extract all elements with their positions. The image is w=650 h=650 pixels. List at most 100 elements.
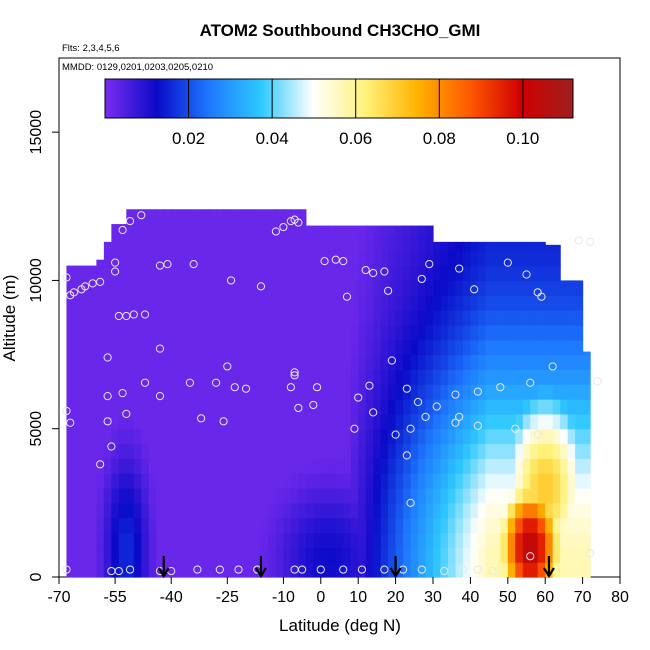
heatmap-cell <box>208 517 217 534</box>
heatmap-cell <box>283 324 292 341</box>
heatmap-cell <box>305 384 314 400</box>
heatmap-cell <box>455 517 464 534</box>
heatmap-cell <box>335 235 344 252</box>
heatmap-cell <box>305 339 314 356</box>
heatmap-cell <box>260 310 270 326</box>
heatmap-cell <box>365 324 374 341</box>
heatmap-cell <box>141 547 150 563</box>
sample-point <box>81 282 90 291</box>
heatmap-cell <box>313 488 322 504</box>
heatmap-cell <box>246 458 255 474</box>
heatmap-cell <box>433 324 442 341</box>
heatmap-cell <box>507 502 516 519</box>
heatmap-cell <box>552 244 561 252</box>
heatmap-cell <box>440 241 449 252</box>
heatmap-cell <box>567 324 576 341</box>
heatmap-cell <box>350 413 359 430</box>
heatmap-cell <box>455 280 464 296</box>
heatmap-cell <box>418 399 427 415</box>
heatmap-cell <box>485 265 494 282</box>
heatmap-cell <box>133 473 142 489</box>
heatmap-cell <box>156 488 165 504</box>
heatmap-cell <box>126 339 135 356</box>
heatmap-cell <box>567 458 576 474</box>
heatmap-cell <box>358 280 367 296</box>
heatmap-cell <box>73 413 83 430</box>
heatmap-cell <box>440 399 449 415</box>
heatmap-cell <box>335 458 344 474</box>
heatmap-cell <box>141 562 150 578</box>
heatmap-cell <box>223 517 232 534</box>
heatmap-cell <box>425 562 434 578</box>
heatmap-cell <box>320 324 329 341</box>
heatmap-cell <box>156 443 165 459</box>
heatmap-cell <box>260 250 270 267</box>
heatmap-cell <box>575 384 584 400</box>
heatmap-cell <box>560 488 569 504</box>
heatmap-cell <box>380 399 389 415</box>
heatmap-cell <box>283 473 292 489</box>
sample-point <box>384 286 393 295</box>
heatmap-cell <box>447 428 457 445</box>
heatmap-cell <box>335 384 344 400</box>
heatmap-cell <box>507 241 516 252</box>
heatmap-cell <box>350 235 359 252</box>
heatmap-cell <box>268 458 277 474</box>
heatmap-cell <box>433 369 442 385</box>
heatmap-cell <box>275 502 284 519</box>
heatmap-cell <box>537 295 546 311</box>
heatmap-cell <box>492 532 501 548</box>
heatmap-cell <box>260 235 270 252</box>
heatmap-cell <box>163 502 172 519</box>
heatmap-cell <box>455 339 464 356</box>
heatmap-cell <box>418 502 427 519</box>
heatmap-cell <box>433 384 442 400</box>
heatmap-cell <box>238 428 247 445</box>
heatmap-cell <box>103 517 112 534</box>
heatmap-cell <box>103 443 112 459</box>
heatmap-cell <box>111 428 120 445</box>
heatmap-cell <box>335 532 344 548</box>
sample-point <box>331 255 340 264</box>
heatmap-cell <box>492 241 501 252</box>
heatmap-cell <box>208 295 217 311</box>
heatmap-cell <box>73 517 83 534</box>
heatmap-cell <box>470 324 479 341</box>
sample-point <box>312 383 322 392</box>
heatmap-cell <box>582 351 591 356</box>
sample-point <box>402 384 411 393</box>
heatmap-cell <box>373 562 382 578</box>
heatmap-cell <box>141 339 150 356</box>
heatmap-cell <box>440 265 449 282</box>
heatmap-cell <box>126 473 135 489</box>
heatmap-cell <box>328 295 337 311</box>
heatmap-cell <box>223 399 232 415</box>
heatmap-cell <box>305 458 314 474</box>
heatmap-cell <box>231 399 240 415</box>
heatmap-cell <box>238 354 247 370</box>
heatmap-cell <box>545 517 554 534</box>
heatmap-cell <box>530 354 539 370</box>
heatmap-cell <box>298 428 307 445</box>
heatmap-cell <box>447 241 457 252</box>
heatmap-cell <box>350 502 359 519</box>
heatmap-cell <box>66 384 75 400</box>
heatmap-cell <box>477 532 486 548</box>
heatmap-cell <box>208 310 217 326</box>
heatmap-cell <box>447 295 457 311</box>
sample-point <box>103 353 112 362</box>
heatmap-cell <box>305 250 314 267</box>
heatmap-cell <box>186 488 195 504</box>
heatmap-cell <box>171 517 180 534</box>
heatmap-cell <box>350 532 359 548</box>
heatmap-cell <box>343 488 352 504</box>
heatmap-cell <box>380 488 389 504</box>
heatmap-cell <box>201 443 210 459</box>
heatmap-cell <box>507 324 516 341</box>
heatmap-cell <box>455 250 464 267</box>
heatmap-cell <box>238 399 247 415</box>
heatmap-cell <box>350 295 359 311</box>
x-tick-label: 60 <box>536 589 554 606</box>
heatmap-cell <box>268 339 277 356</box>
heatmap-cell <box>216 502 225 519</box>
